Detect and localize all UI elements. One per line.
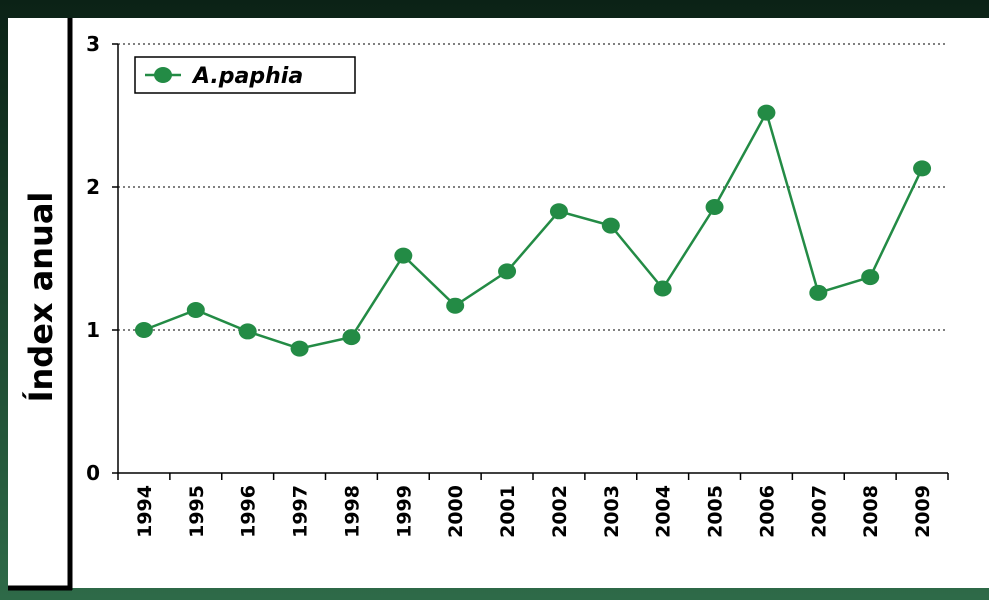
x-tick-label: 1996 (238, 485, 260, 538)
panel (8, 18, 989, 588)
x-tick-label: 2007 (808, 485, 830, 538)
x-tick-label: 1997 (290, 485, 312, 538)
data-point (861, 269, 880, 286)
x-tick-label: 1999 (393, 485, 415, 538)
x-tick-label: 1994 (134, 485, 156, 538)
data-point (757, 104, 776, 121)
data-point (290, 340, 309, 357)
x-tick-label: 1998 (341, 485, 363, 538)
data-point (913, 160, 932, 177)
y-tick-label: 3 (86, 32, 100, 56)
y-tick-label: 0 (86, 461, 100, 485)
data-point (134, 322, 153, 338)
data-point (653, 280, 672, 297)
x-tick-label: 1995 (186, 485, 208, 538)
data-point (601, 217, 620, 234)
data-point (705, 199, 724, 216)
x-tick-label: 2000 (445, 485, 467, 538)
x-tick-label: 2004 (653, 485, 675, 538)
data-point (809, 284, 828, 301)
data-point (498, 263, 517, 280)
legend-marker (154, 67, 172, 83)
x-tick-label: 2001 (497, 485, 519, 538)
y-axis-label: Índex anual (22, 192, 60, 403)
x-tick-label: 2009 (912, 485, 934, 538)
y-tick-label: 2 (86, 175, 100, 199)
x-tick-label: 2006 (756, 485, 778, 538)
data-point (549, 203, 568, 220)
series-line (143, 109, 924, 350)
data-point (394, 247, 413, 264)
y-tick-label: 1 (86, 318, 100, 342)
x-tick-label: 2008 (860, 485, 882, 538)
x-tick-label: 2005 (705, 485, 727, 538)
legend-label: A.paphia (191, 64, 303, 89)
data-point (186, 301, 205, 318)
x-tick-label: 2003 (601, 485, 623, 538)
data-point (342, 329, 361, 346)
x-tick-label: 2002 (549, 485, 571, 538)
data-point (446, 297, 465, 314)
data-point (238, 323, 257, 340)
